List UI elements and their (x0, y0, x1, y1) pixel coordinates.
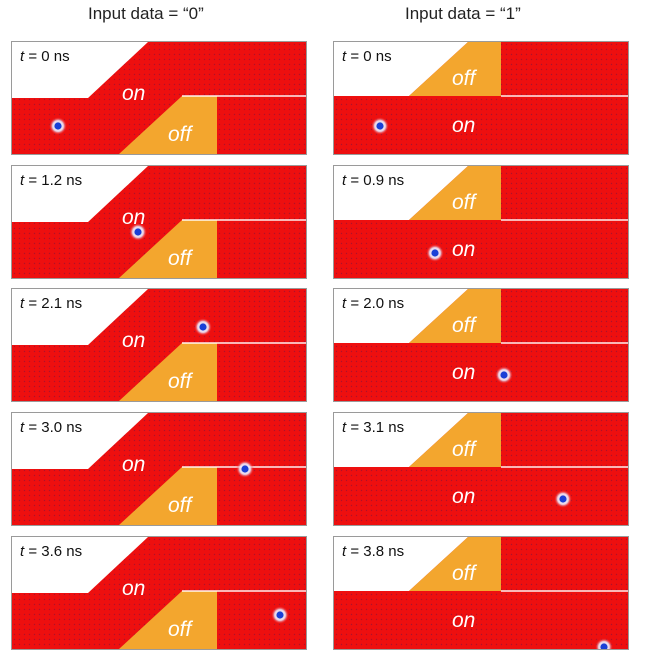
panel-graphic (334, 413, 628, 525)
off-label: off (168, 494, 192, 517)
on-label: on (122, 329, 146, 352)
track-region (12, 42, 306, 154)
panel-one-2: t = 0.9 ns off on (333, 165, 629, 279)
on-label: on (452, 238, 476, 261)
off-gate (119, 343, 217, 401)
off-gate (119, 591, 217, 649)
off-gate (409, 289, 501, 343)
time-label: t = 2.1 ns (20, 295, 83, 312)
skyrmion (500, 371, 508, 379)
panel-graphic (12, 42, 306, 154)
off-label: off (452, 67, 476, 90)
off-label: off (168, 247, 192, 270)
off-gate (409, 42, 501, 96)
panel-zero-2: t = 1.2 ns on off (11, 165, 307, 279)
time-label: t = 3.0 ns (20, 419, 83, 436)
on-label: on (122, 453, 146, 476)
off-gate (119, 96, 217, 154)
column-title-one: Input data = “1” (405, 4, 521, 23)
blank-region (334, 166, 468, 220)
panel-graphic (12, 537, 306, 649)
off-gate (119, 467, 217, 525)
panel-graphic (334, 166, 628, 278)
panel-zero-1: t = 0 ns on off (11, 41, 307, 155)
off-label: off (452, 562, 476, 585)
panel-one-4: t = 3.1 ns off on (333, 412, 629, 526)
time-label: t = 3.8 ns (342, 543, 405, 560)
skyrmion (376, 122, 384, 130)
time-label: t = 0 ns (342, 48, 392, 65)
skyrmion (600, 643, 608, 649)
column-title-zero: Input data = “0” (88, 4, 204, 23)
off-label: off (452, 314, 476, 337)
on-label: on (122, 82, 146, 105)
off-gate (409, 537, 501, 591)
panel-graphic (334, 537, 628, 649)
skyrmion (134, 228, 142, 236)
on-label: on (452, 609, 476, 632)
time-label: t = 2.0 ns (342, 295, 405, 312)
off-label: off (452, 438, 476, 461)
panel-one-5: t = 3.8 ns off on (333, 536, 629, 650)
time-label: t = 1.2 ns (20, 172, 83, 189)
panel-graphic (334, 42, 628, 154)
off-gate (119, 220, 217, 278)
track-region (12, 289, 306, 401)
time-label: t = 0 ns (20, 48, 70, 65)
track-region (12, 413, 306, 525)
track-region (12, 166, 306, 278)
panel-graphic (12, 289, 306, 401)
skyrmion (54, 122, 62, 130)
time-label: t = 0.9 ns (342, 172, 405, 189)
off-label: off (168, 370, 192, 393)
on-label: on (452, 361, 476, 384)
on-label: on (122, 206, 146, 229)
panel-zero-3: t = 2.1 ns on off (11, 288, 307, 402)
panel-graphic (12, 413, 306, 525)
time-label: t = 3.6 ns (20, 543, 83, 560)
on-label: on (122, 577, 146, 600)
blank-region (334, 413, 468, 467)
time-label: t = 3.1 ns (342, 419, 405, 436)
on-label: on (452, 485, 476, 508)
skyrmion (276, 611, 284, 619)
panel-graphic (334, 289, 628, 401)
blank-region (334, 289, 468, 343)
blank-region (334, 537, 468, 591)
off-label: off (452, 191, 476, 214)
panel-one-3: t = 2.0 ns off on (333, 288, 629, 402)
blank-region (334, 42, 468, 96)
skyrmion (241, 465, 249, 473)
off-gate (409, 166, 501, 220)
panel-one-1: t = 0 ns off on (333, 41, 629, 155)
skyrmion (559, 495, 567, 503)
track-region (12, 537, 306, 649)
panel-graphic (12, 166, 306, 278)
off-label: off (168, 123, 192, 146)
off-gate (409, 413, 501, 467)
skyrmion (431, 249, 439, 257)
skyrmion (199, 323, 207, 331)
on-label: on (452, 114, 476, 137)
panel-zero-5: t = 3.6 ns on off (11, 536, 307, 650)
off-label: off (168, 618, 192, 641)
panel-zero-4: t = 3.0 ns on off (11, 412, 307, 526)
